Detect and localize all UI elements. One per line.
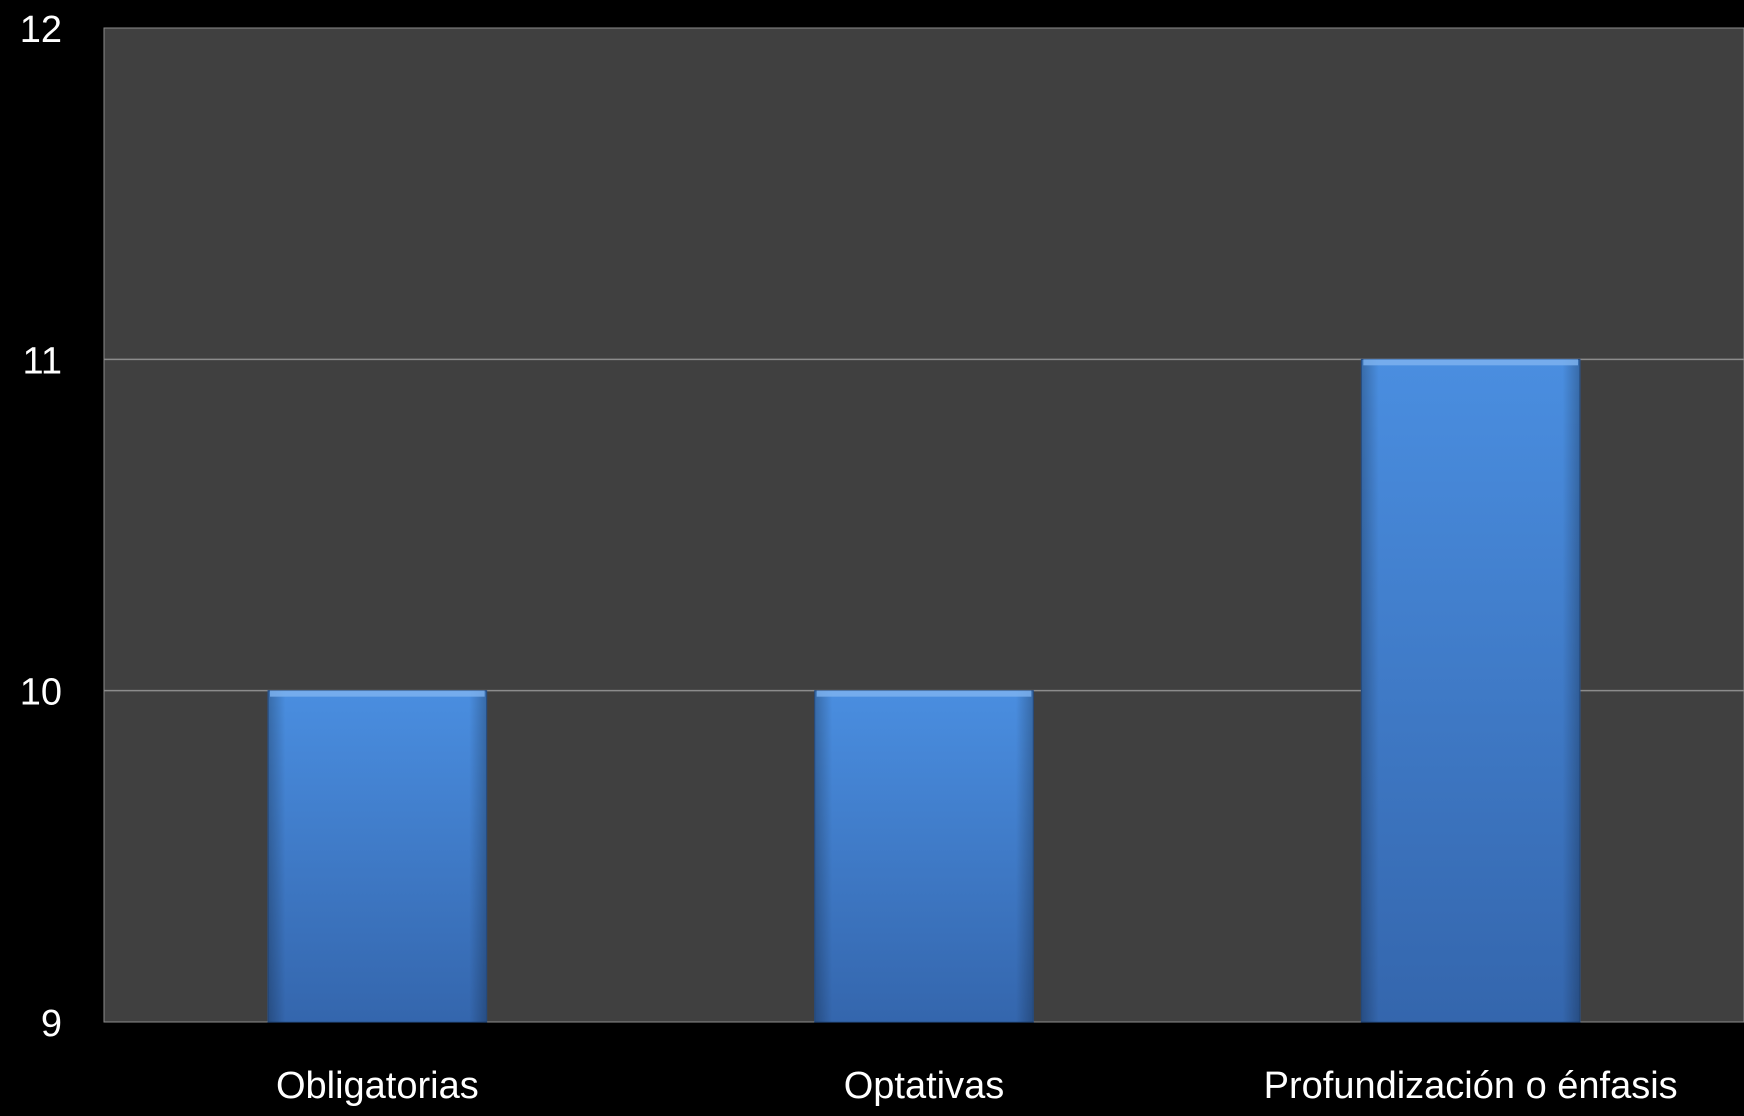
- bar: [814, 690, 1034, 1023]
- x-category-label: Optativas: [844, 1065, 1005, 1107]
- y-tick-label: 10: [20, 672, 62, 714]
- bar-shading: [814, 690, 1034, 1022]
- bar-shading: [268, 690, 487, 1022]
- y-tick-label: 11: [23, 340, 62, 382]
- y-tick-label: 12: [20, 9, 62, 51]
- x-category-label: Obligatorias: [276, 1065, 479, 1107]
- bar-highlight: [1363, 359, 1578, 366]
- bar: [1360, 358, 1581, 1023]
- x-category-label: Profundización o énfasis: [1264, 1065, 1678, 1107]
- y-tick-label: 9: [41, 1003, 62, 1045]
- bar-highlight: [816, 690, 1032, 697]
- bar-highlight: [270, 690, 485, 697]
- bar: [267, 690, 488, 1023]
- bar-shading: [1361, 359, 1580, 1022]
